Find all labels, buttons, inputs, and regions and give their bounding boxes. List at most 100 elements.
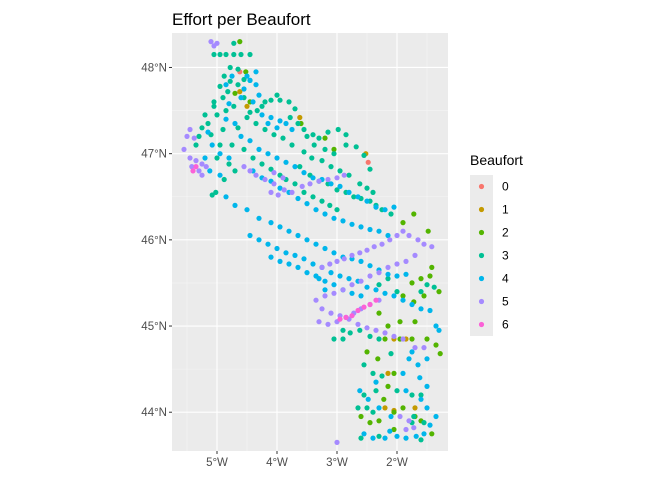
legend-label: 1 <box>502 203 509 217</box>
data-point <box>411 425 417 431</box>
data-point <box>340 336 346 342</box>
legend-label: 6 <box>502 318 509 332</box>
data-point <box>232 202 238 208</box>
data-point <box>346 276 352 282</box>
data-point <box>409 336 415 342</box>
data-point <box>328 164 334 170</box>
legend: Beaufort 0 1 2 3 4 5 6 <box>470 152 523 336</box>
data-point <box>271 170 277 176</box>
data-point <box>319 264 325 270</box>
data-point <box>343 132 349 138</box>
x-tick-label: 4°W <box>266 457 288 469</box>
data-point <box>387 237 393 243</box>
data-point <box>244 103 250 109</box>
data-point <box>358 413 364 420</box>
data-point <box>347 330 353 336</box>
data-point <box>295 232 301 239</box>
data-point <box>331 336 337 342</box>
data-point <box>400 336 406 342</box>
data-point <box>409 349 415 355</box>
data-point <box>409 392 415 398</box>
data-point <box>418 276 424 282</box>
data-point <box>304 201 310 207</box>
data-point <box>367 263 373 269</box>
data-point <box>295 264 301 270</box>
data-point <box>400 228 406 234</box>
data-point <box>304 133 310 139</box>
data-point <box>223 82 229 88</box>
data-point <box>355 405 361 411</box>
data-point <box>351 194 357 200</box>
x-tick-label: 2°W <box>386 457 408 469</box>
data-point <box>418 306 424 312</box>
data-point <box>391 333 397 339</box>
data-point <box>421 345 427 351</box>
legend-label: 5 <box>502 295 509 309</box>
legend-key-dot <box>478 275 485 282</box>
data-point <box>226 161 232 167</box>
data-point <box>376 310 382 316</box>
data-point <box>355 194 361 200</box>
data-point <box>415 362 421 368</box>
data-point <box>181 146 187 152</box>
data-point <box>388 351 394 357</box>
y-tick-label: 47°N <box>141 149 167 161</box>
data-point <box>331 250 337 256</box>
data-point <box>403 271 409 277</box>
data-point <box>394 433 400 439</box>
data-point <box>238 95 244 101</box>
data-point <box>247 138 253 144</box>
data-point <box>385 276 391 282</box>
data-point <box>409 301 415 308</box>
data-point <box>231 51 237 58</box>
data-point <box>388 413 394 420</box>
data-point <box>436 327 442 333</box>
data-point <box>268 254 274 260</box>
data-point <box>387 428 393 434</box>
data-point <box>196 133 202 139</box>
data-point <box>217 83 223 89</box>
data-point <box>217 142 223 148</box>
data-point <box>357 327 363 333</box>
data-point <box>385 232 391 239</box>
data-point <box>319 158 325 164</box>
data-point <box>301 149 307 155</box>
data-point <box>316 178 322 184</box>
data-point <box>394 232 400 239</box>
data-point <box>227 78 233 84</box>
data-point <box>361 152 367 158</box>
data-point <box>364 247 370 253</box>
data-point <box>231 103 237 109</box>
data-point <box>292 252 298 258</box>
data-point <box>241 164 247 170</box>
data-point <box>340 327 346 333</box>
data-point <box>262 99 268 105</box>
data-point <box>346 172 352 178</box>
data-point <box>209 192 215 198</box>
y-tick-label: 48°N <box>141 62 167 74</box>
data-point <box>376 336 382 342</box>
data-point <box>382 330 388 336</box>
data-point <box>379 373 385 379</box>
data-point <box>376 228 382 234</box>
data-point <box>394 273 400 279</box>
data-point <box>331 290 337 296</box>
data-point <box>310 261 316 267</box>
data-point <box>292 181 298 187</box>
data-point <box>391 370 397 376</box>
data-point <box>281 187 287 193</box>
legend-key-dot <box>478 298 485 305</box>
data-point <box>287 114 293 121</box>
data-point <box>301 126 307 133</box>
data-point <box>229 73 235 79</box>
data-point <box>265 241 271 247</box>
data-point <box>244 73 250 79</box>
data-point <box>241 76 247 83</box>
data-point <box>247 232 253 239</box>
data-point <box>256 237 262 243</box>
data-point <box>418 392 424 398</box>
data-point <box>388 211 394 217</box>
data-point <box>211 103 217 109</box>
data-point <box>349 252 355 258</box>
data-point <box>235 66 241 72</box>
